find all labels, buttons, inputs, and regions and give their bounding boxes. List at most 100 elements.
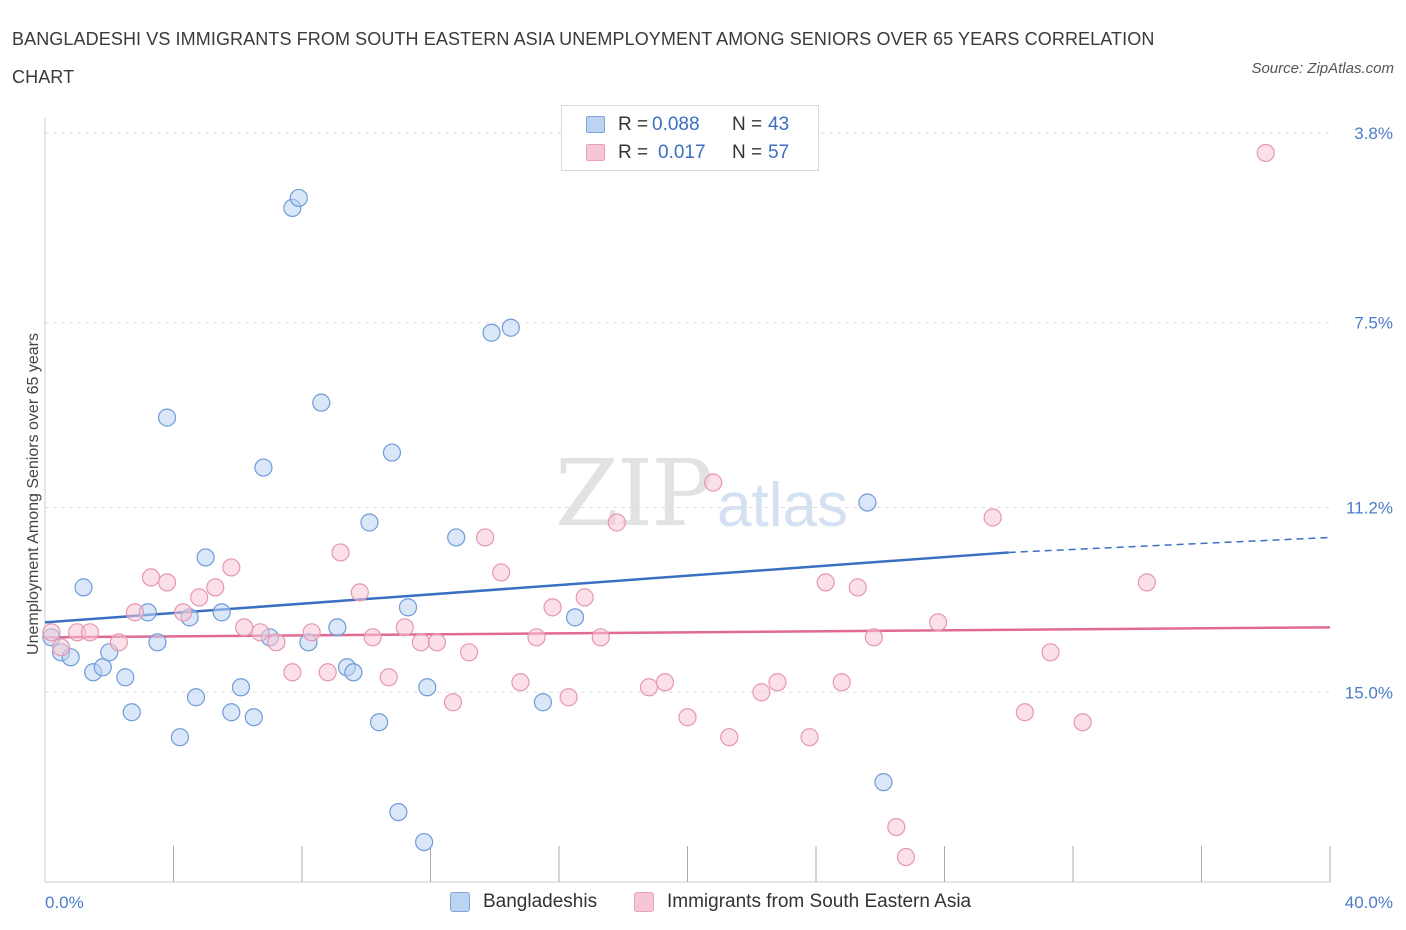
x-tick-label: 0.0%	[45, 893, 84, 912]
bottom-legend-label: Immigrants from South Eastern Asia	[667, 891, 972, 912]
point-immigrants	[331, 543, 350, 562]
point-bangladeshis	[874, 773, 893, 792]
point-immigrants	[1137, 573, 1156, 592]
legend-row-immigrants: R = 0.017 N = 57	[562, 139, 818, 167]
point-bangladeshis	[533, 693, 553, 712]
point-bangladeshis	[389, 802, 408, 822]
point-immigrants	[443, 693, 463, 712]
point-immigrants	[1256, 143, 1275, 163]
point-immigrants	[379, 668, 398, 687]
y-tick-label: 15.0%	[1345, 683, 1393, 702]
legend-r-value: 0.017	[658, 142, 706, 163]
point-immigrants	[575, 588, 594, 607]
point-immigrants	[848, 578, 867, 597]
x-tick-label: 40.0%	[1345, 893, 1393, 912]
point-immigrants	[267, 633, 286, 652]
point-bangladeshis	[398, 598, 418, 617]
y-tick-label: 11.2%	[1346, 499, 1393, 518]
trend-line-bangladeshis-extension	[1008, 536, 1331, 554]
point-immigrants	[591, 628, 610, 647]
point-bangladeshis	[360, 513, 379, 532]
point-immigrants	[157, 573, 177, 592]
legend-r-label: R =	[618, 114, 649, 135]
y-axis-label: Unemployment Among Seniors over 65 years	[25, 333, 42, 655]
point-immigrants	[832, 673, 851, 692]
point-immigrants	[1015, 703, 1034, 722]
point-immigrants	[543, 598, 562, 617]
point-bangladeshis	[370, 713, 389, 732]
point-immigrants	[190, 588, 209, 607]
point-bangladeshis	[344, 663, 363, 682]
point-immigrants	[864, 628, 883, 647]
point-bangladeshis	[122, 703, 141, 722]
point-immigrants	[350, 583, 369, 602]
point-bangladeshis	[116, 668, 135, 687]
point-bangladeshis	[482, 323, 501, 342]
point-bangladeshis	[231, 678, 251, 697]
legend-r-label: R =	[618, 142, 649, 163]
point-bangladeshis	[328, 618, 347, 637]
point-immigrants	[395, 618, 414, 637]
point-immigrants	[704, 473, 723, 492]
point-immigrants	[511, 673, 530, 692]
point-bangladeshis	[157, 408, 177, 427]
point-immigrants	[459, 643, 479, 662]
point-immigrants	[800, 728, 819, 747]
point-immigrants	[222, 558, 241, 577]
point-immigrants	[896, 847, 916, 867]
point-immigrants	[125, 603, 145, 622]
point-bangladeshis	[501, 318, 520, 337]
point-bangladeshis	[93, 658, 112, 677]
point-immigrants	[363, 628, 382, 647]
point-bangladeshis	[858, 493, 877, 512]
point-bangladeshis	[244, 708, 263, 727]
point-immigrants	[1041, 643, 1060, 662]
point-immigrants	[80, 623, 100, 642]
y-tick-label: 3.8%	[1354, 124, 1393, 143]
point-immigrants	[283, 663, 302, 682]
point-immigrants	[42, 623, 61, 642]
point-bangladeshis	[186, 688, 206, 707]
point-immigrants	[678, 708, 697, 727]
point-bangladeshis	[382, 443, 402, 462]
bottom-swatch-pink	[634, 892, 654, 912]
point-immigrants	[559, 688, 578, 707]
point-immigrants	[318, 663, 337, 682]
legend-swatch-blue	[586, 116, 605, 133]
legend-r-value: 0.088	[652, 114, 700, 135]
point-immigrants	[887, 817, 906, 837]
point-immigrants	[235, 618, 254, 637]
point-immigrants	[492, 563, 511, 582]
point-immigrants	[206, 578, 225, 597]
point-immigrants	[476, 528, 495, 547]
point-immigrants	[141, 568, 161, 587]
point-bangladeshis	[418, 678, 437, 697]
source-label: Source: ZipAtlas.com	[1251, 60, 1394, 77]
point-bangladeshis	[74, 578, 93, 597]
point-immigrants	[251, 623, 270, 642]
point-bangladeshis	[170, 728, 190, 747]
point-bangladeshis	[289, 188, 308, 208]
point-immigrants	[427, 633, 447, 652]
legend-n-value: 57	[768, 142, 790, 163]
watermark-atlas: atlas	[717, 471, 848, 540]
point-bangladeshis	[196, 548, 215, 567]
point-immigrants	[109, 633, 128, 652]
point-immigrants	[607, 513, 626, 532]
legend-n-label: N =	[732, 114, 763, 135]
point-immigrants	[768, 673, 787, 692]
point-bangladeshis	[222, 703, 241, 722]
point-bangladeshis	[148, 633, 167, 652]
chart-title: BANGLADESHI VS IMMIGRANTS FROM SOUTH EAS…	[12, 29, 1155, 87]
point-immigrants	[928, 613, 948, 632]
point-immigrants	[752, 683, 771, 702]
point-immigrants	[527, 628, 546, 647]
point-immigrants	[655, 673, 675, 692]
point-immigrants	[411, 633, 430, 652]
point-immigrants	[816, 573, 835, 592]
point-immigrants	[1073, 713, 1092, 732]
point-immigrants	[720, 728, 739, 747]
legend-n-value: 43	[768, 114, 790, 135]
point-bangladeshis	[312, 393, 331, 412]
